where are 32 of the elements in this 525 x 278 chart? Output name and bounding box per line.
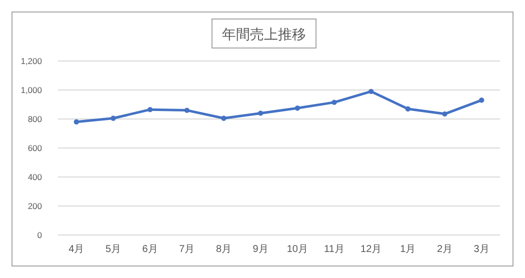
chart-title: 年間売上推移 <box>222 26 306 42</box>
x-tick-label: 6月 <box>142 244 158 255</box>
y-tick-label: 200 <box>28 201 42 211</box>
point <box>74 119 80 124</box>
y-tick-label: 0 <box>37 230 42 240</box>
x-tick-label: 3月 <box>474 244 490 255</box>
y-tick-label: 1,200 <box>20 56 42 66</box>
x-tick-label: 9月 <box>252 244 268 255</box>
point <box>258 110 264 116</box>
point <box>110 116 116 121</box>
point <box>478 98 484 103</box>
x-tick-label: 4月 <box>68 244 84 255</box>
x-tick-label: 12月 <box>360 244 382 255</box>
point <box>368 88 374 94</box>
y-tick-label: 1,000 <box>20 85 42 95</box>
x-tick-label: 11月 <box>324 244 344 255</box>
y-tick-label: 800 <box>28 114 42 124</box>
point <box>294 106 300 111</box>
point <box>405 106 411 112</box>
y-tick-label: 400 <box>28 172 42 182</box>
point <box>442 111 448 117</box>
point <box>332 100 337 105</box>
point <box>184 108 190 113</box>
x-tick-label: 1月 <box>400 244 416 255</box>
point <box>147 106 153 112</box>
y-tick-label: 600 <box>28 143 42 153</box>
x-tick-label: 7月 <box>179 244 195 255</box>
x-tick-label: 2月 <box>436 244 453 255</box>
x-tick-label: 10月 <box>286 244 308 255</box>
x-tick-label: 5月 <box>105 244 122 255</box>
x-tick-label: 8月 <box>216 244 232 255</box>
point <box>221 116 226 121</box>
